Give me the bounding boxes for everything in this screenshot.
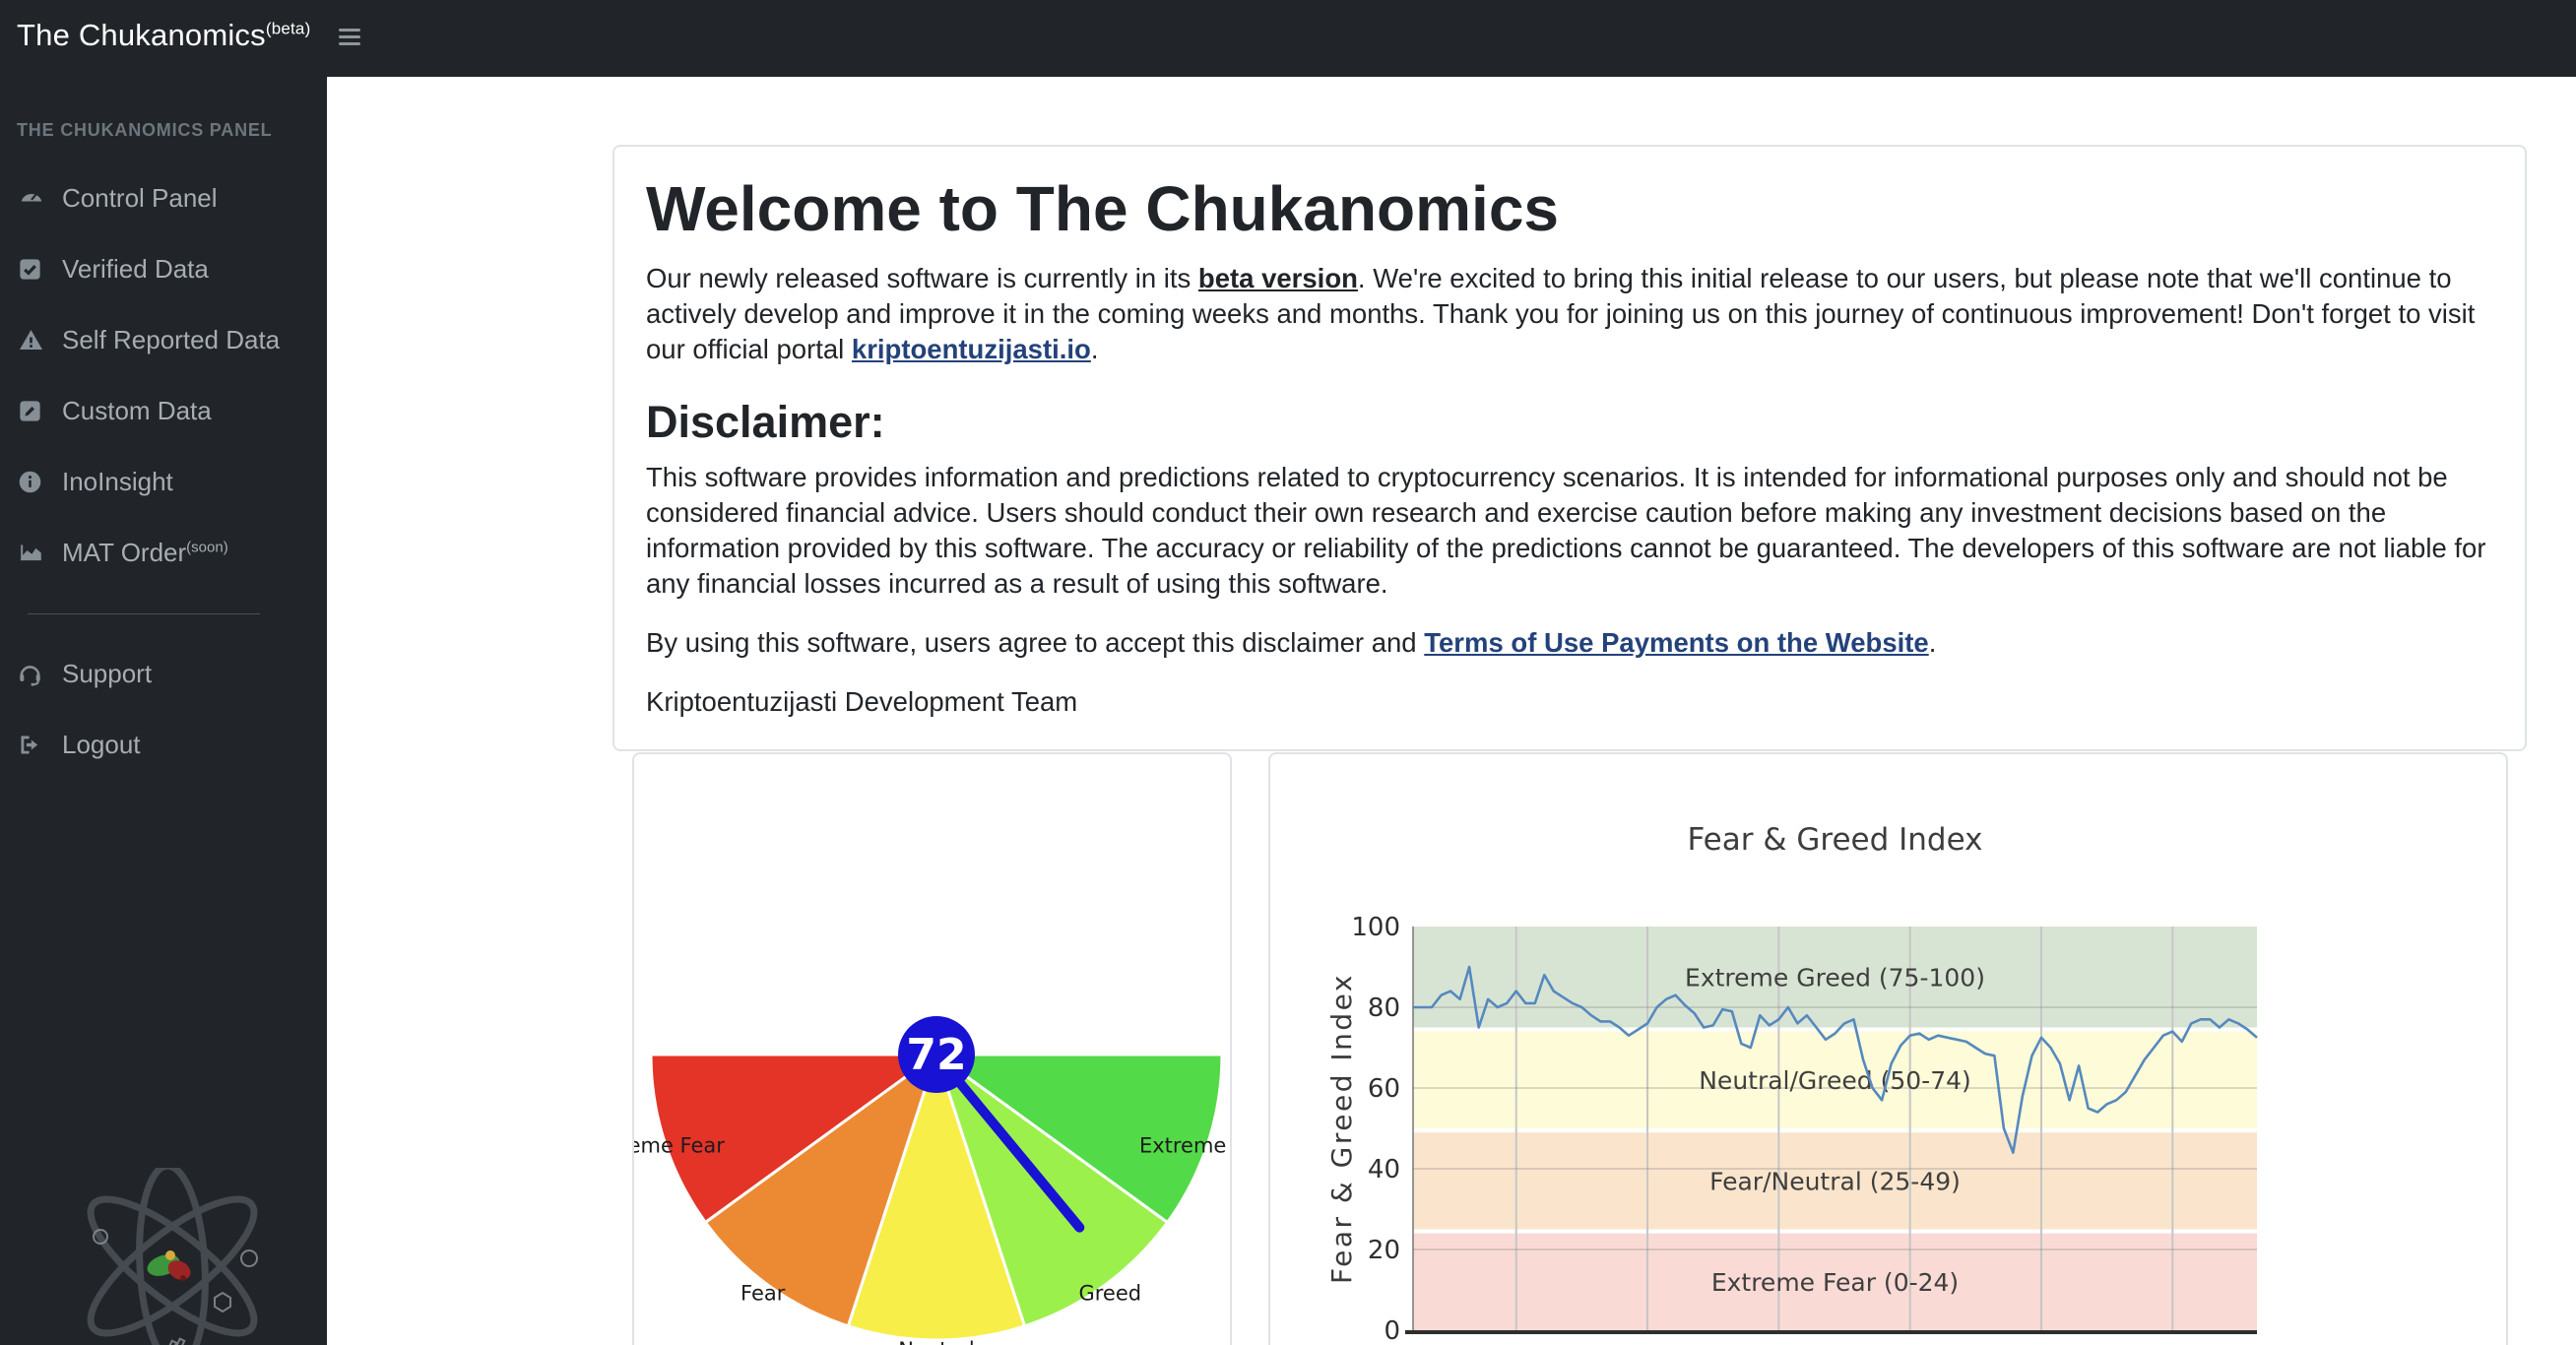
check-square-icon xyxy=(17,255,50,283)
sidebar-item-control-panel[interactable]: Control Panel xyxy=(0,162,327,233)
disclaimer-paragraph: This software provides information and p… xyxy=(646,462,2486,599)
main-content: Welcome to The Chukanomics Our newly rel… xyxy=(327,77,2576,1345)
sidebar-item-label: Support xyxy=(62,658,153,688)
sidebar-item-label: Verified Data xyxy=(62,253,209,284)
app-title: The Chukanomics(beta) xyxy=(17,18,311,52)
sidebar-item-label: Control Panel xyxy=(62,182,218,213)
sidebar-item-support[interactable]: Support xyxy=(0,638,327,709)
sidebar-item-label: Self Reported Data xyxy=(62,324,281,354)
signature-line: Kriptoentuzijasti Development Team xyxy=(646,686,1078,717)
welcome-card: Welcome to The Chukanomics Our newly rel… xyxy=(612,145,2527,751)
area-chart-icon xyxy=(17,539,50,566)
fear-greed-index-line-chart: Fear & Greed Index Fear & Greed Index Extr… xyxy=(1325,822,2258,1345)
sidebar-section-label: THE CHUKANOMICS PANEL xyxy=(17,120,273,140)
page-title: Welcome to The Chukanomics xyxy=(646,173,1559,244)
hamburger-menu-icon[interactable] xyxy=(339,29,360,48)
fear-greed-gauge-card: Extreme Fear Fear Neutral Greed Extreme Gree… xyxy=(632,752,1232,1345)
svg-text:Extreme Fear (0-24): Extreme Fear (0-24) xyxy=(1711,1268,1959,1297)
svg-text:Fear: Fear xyxy=(741,1282,786,1306)
sidebar-item-logout[interactable]: Logout xyxy=(0,709,327,780)
gauge-icon xyxy=(17,184,50,212)
svg-text:Extreme Greed (75-100): Extreme Greed (75-100) xyxy=(1685,963,1985,992)
terms-paragraph: By using this software, users agree to a… xyxy=(646,627,1937,658)
top-navbar: The Chukanomics(beta) xyxy=(0,0,2576,77)
beta-badge: (beta) xyxy=(265,19,311,38)
svg-text:0: 0 xyxy=(1384,1316,1400,1345)
terms-link[interactable]: Terms of Use Payments on the Website xyxy=(1424,627,1929,658)
logout-icon xyxy=(17,731,50,758)
svg-text:Fear/Neutral (25-49): Fear/Neutral (25-49) xyxy=(1709,1167,1961,1195)
disclaimer-heading: Disclaimer: xyxy=(646,397,885,447)
pen-square-icon xyxy=(17,397,50,424)
soon-badge: (soon) xyxy=(186,538,228,555)
portal-link[interactable]: kriptoentuzijasti.io xyxy=(851,334,1091,364)
svg-text:40: 40 xyxy=(1368,1155,1400,1185)
atom-logo xyxy=(87,1168,258,1345)
fear-greed-gauge-chart: Extreme Fear Fear Neutral Greed Extreme Gree… xyxy=(634,1016,1230,1345)
svg-text:80: 80 xyxy=(1368,993,1400,1023)
warning-triangle-icon xyxy=(17,326,50,353)
sidebar-item-label: Logout xyxy=(62,729,141,759)
svg-text:Neutral: Neutral xyxy=(898,1338,975,1345)
svg-text:Extreme Fear: Extreme Fear xyxy=(634,1134,725,1158)
sidebar-item-inoinsight[interactable]: InoInsight xyxy=(0,446,327,517)
svg-text:Fear & Greed Index: Fear & Greed Index xyxy=(1325,973,1358,1284)
svg-text:Greed: Greed xyxy=(1078,1282,1141,1306)
fear-greed-index-chart-card: Fear & Greed Index Fear & Greed Index Extr… xyxy=(1268,752,2508,1345)
sidebar-item-label: MAT Order(soon) xyxy=(62,537,228,567)
sidebar-item-verified-data[interactable]: Verified Data xyxy=(0,233,327,304)
svg-text:60: 60 xyxy=(1368,1074,1400,1104)
info-circle-icon xyxy=(17,468,50,495)
svg-text:72: 72 xyxy=(906,1030,966,1080)
sidebar-item-self-reported-data[interactable]: Self Reported Data xyxy=(0,304,327,375)
sidebar-item-mat-order[interactable]: MAT Order(soon) xyxy=(0,517,327,588)
sidebar: THE CHUKANOMICS PANEL Control Panel Veri… xyxy=(0,77,327,1345)
svg-text:Extreme Greed: Extreme Greed xyxy=(1139,1134,1230,1158)
sidebar-divider xyxy=(28,613,260,614)
sidebar-item-custom-data[interactable]: Custom Data xyxy=(0,375,327,446)
svg-text:Neutral/Greed (50-74): Neutral/Greed (50-74) xyxy=(1699,1066,1971,1095)
beta-version-emphasis: beta version xyxy=(1197,263,1358,293)
svg-text:Fear & Greed Index: Fear & Greed Index xyxy=(1688,822,1983,858)
sidebar-item-label: Custom Data xyxy=(62,395,212,425)
sidebar-item-label: InoInsight xyxy=(62,466,173,496)
svg-text:20: 20 xyxy=(1368,1236,1400,1265)
svg-text:100: 100 xyxy=(1351,913,1400,942)
intro-paragraph: Our newly released software is currently… xyxy=(646,263,2476,364)
headset-icon xyxy=(17,660,50,687)
